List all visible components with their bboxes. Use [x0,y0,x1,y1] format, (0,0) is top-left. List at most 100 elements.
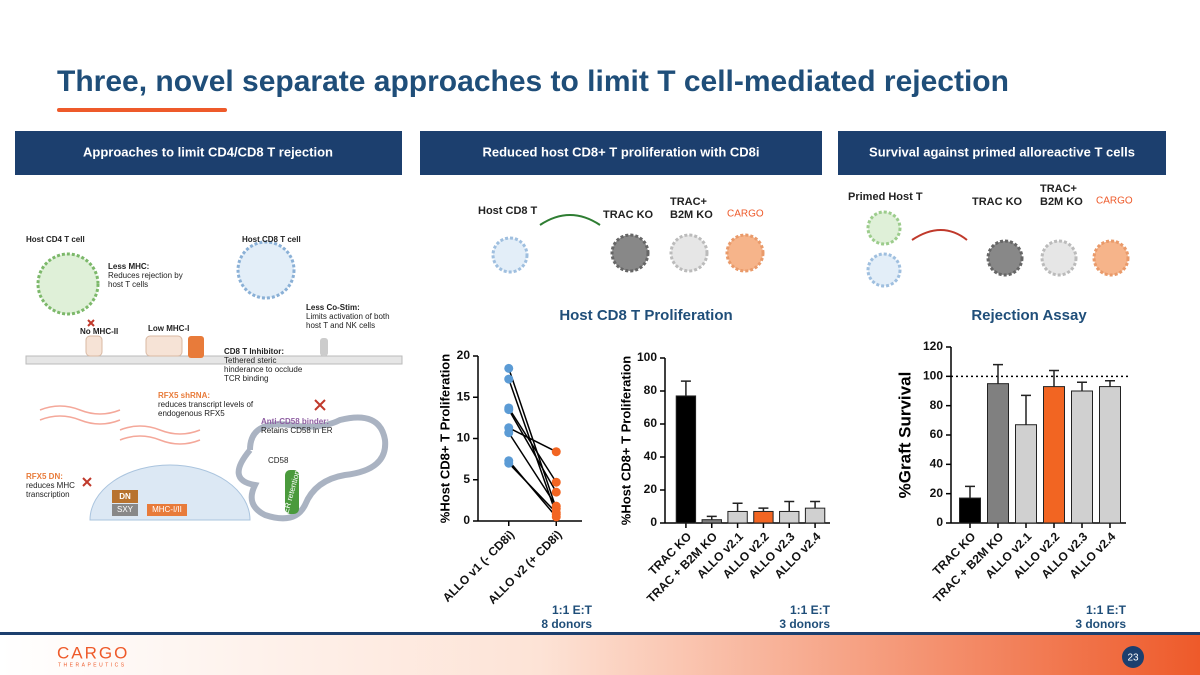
pair-line [508,409,557,493]
label: RFX5 shRNA: [158,391,210,400]
label: DN [119,492,131,501]
dn-box [112,490,138,503]
y-tick-label: 100 [923,369,943,383]
cell [1092,239,1130,277]
bar [753,510,774,524]
y-tick-label: 120 [923,339,943,353]
y-tick-label: 60 [644,416,658,430]
label: Tethered steric [224,356,276,365]
cell-logo: CARGO [727,209,764,220]
mhc [85,335,103,357]
bar [1071,390,1093,524]
cd4-cell [36,252,100,316]
annotation: 1:1 E:T [790,603,831,617]
pair-line [508,427,557,453]
cell [866,210,902,246]
label: Host CD4 T cell [26,235,85,244]
pair-line [508,368,557,509]
annotation: 1:1 E:T [1086,603,1127,617]
label: CD8 T Inhibitor: [224,347,284,356]
error-bar [810,500,821,509]
pair-line [508,407,557,483]
bar [1099,386,1121,524]
bar [804,507,826,524]
error-bar [993,363,1003,384]
cell-label: Host CD8 T [478,205,538,217]
point [551,487,561,497]
panel-header: Survival against primed alloreactive T c… [869,144,1135,159]
bar [1015,424,1037,524]
cell-label: TRAC+ [670,196,707,208]
label: Limits activation of both [306,312,390,321]
point [504,405,514,415]
y-tick-label: 20 [930,486,944,500]
y-axis-label: %Host CD8+ T Proliferation [618,356,633,525]
membrane [25,355,403,365]
label: SXY [117,505,134,514]
cell-logo: CARGO [1096,196,1133,207]
panel-header-bg [838,131,1166,175]
label: Reduces rejection by [108,271,183,280]
label: MHC-I/II [152,505,182,514]
label: transcription [26,490,70,499]
error-bar [732,502,743,512]
pair-line [508,462,557,514]
cell-label: TRAC KO [972,196,1023,208]
y-axis-label: %Host CD8+ T Proliferation [437,354,452,523]
diagram [25,240,403,522]
y-tick-label: 20 [457,348,471,362]
cell [1040,239,1078,277]
point [504,374,514,384]
annotation: 3 donors [1075,617,1126,631]
rna [39,405,201,445]
annotation: 8 donors [541,617,592,631]
panel-header: Approaches to limit CD4/CD8 T rejection [83,144,333,159]
error-bar [1049,369,1059,387]
y-tick-label: 0 [936,515,943,529]
annotation: 1:1 E:T [552,603,593,617]
page-number: 23 [1127,653,1139,664]
footer-line [0,632,1200,635]
cells [491,210,1130,288]
chart-title: Host CD8 T Proliferation [559,307,732,324]
mhc-box [147,504,187,516]
cell [610,233,650,273]
bar [987,383,1009,524]
label: Retains CD58 in ER [261,426,333,435]
label: CD58 [268,456,289,465]
y-tick-label: 80 [930,398,944,412]
error-bar [680,380,691,396]
label: Low MHC-I [148,324,189,333]
y-tick-label: 80 [644,383,658,397]
cell-label: TRAC+ [1040,183,1077,195]
cell-label: TRAC KO [603,209,654,221]
error-bar [706,515,717,520]
bar [1043,386,1065,524]
error-bar [1105,379,1115,387]
point [504,428,514,438]
bar [701,519,722,524]
sxy-box [112,504,138,516]
point [504,458,514,468]
y-tick-label: 5 [463,472,470,486]
bar [727,510,748,524]
annotation: 3 donors [779,617,830,631]
cross [82,319,326,487]
label: Anti-CD58 binder: [261,417,329,426]
y-tick-label: 100 [637,350,657,364]
footer-logo: CARGO [57,643,129,662]
label: host T and NK cells [306,321,375,330]
mhc [145,335,183,357]
error-bar [965,485,975,499]
point [551,477,561,487]
label: reduces transcript levels of [158,400,254,409]
cell-label: Primed Host T [848,191,923,203]
bar [959,497,981,524]
page-badge [1122,646,1144,668]
chart-title: Rejection Assay [971,307,1087,324]
inhibitor [188,336,204,358]
label: hinderance to occlude [224,365,303,374]
er [235,414,389,522]
panel-header-bg [15,131,402,175]
